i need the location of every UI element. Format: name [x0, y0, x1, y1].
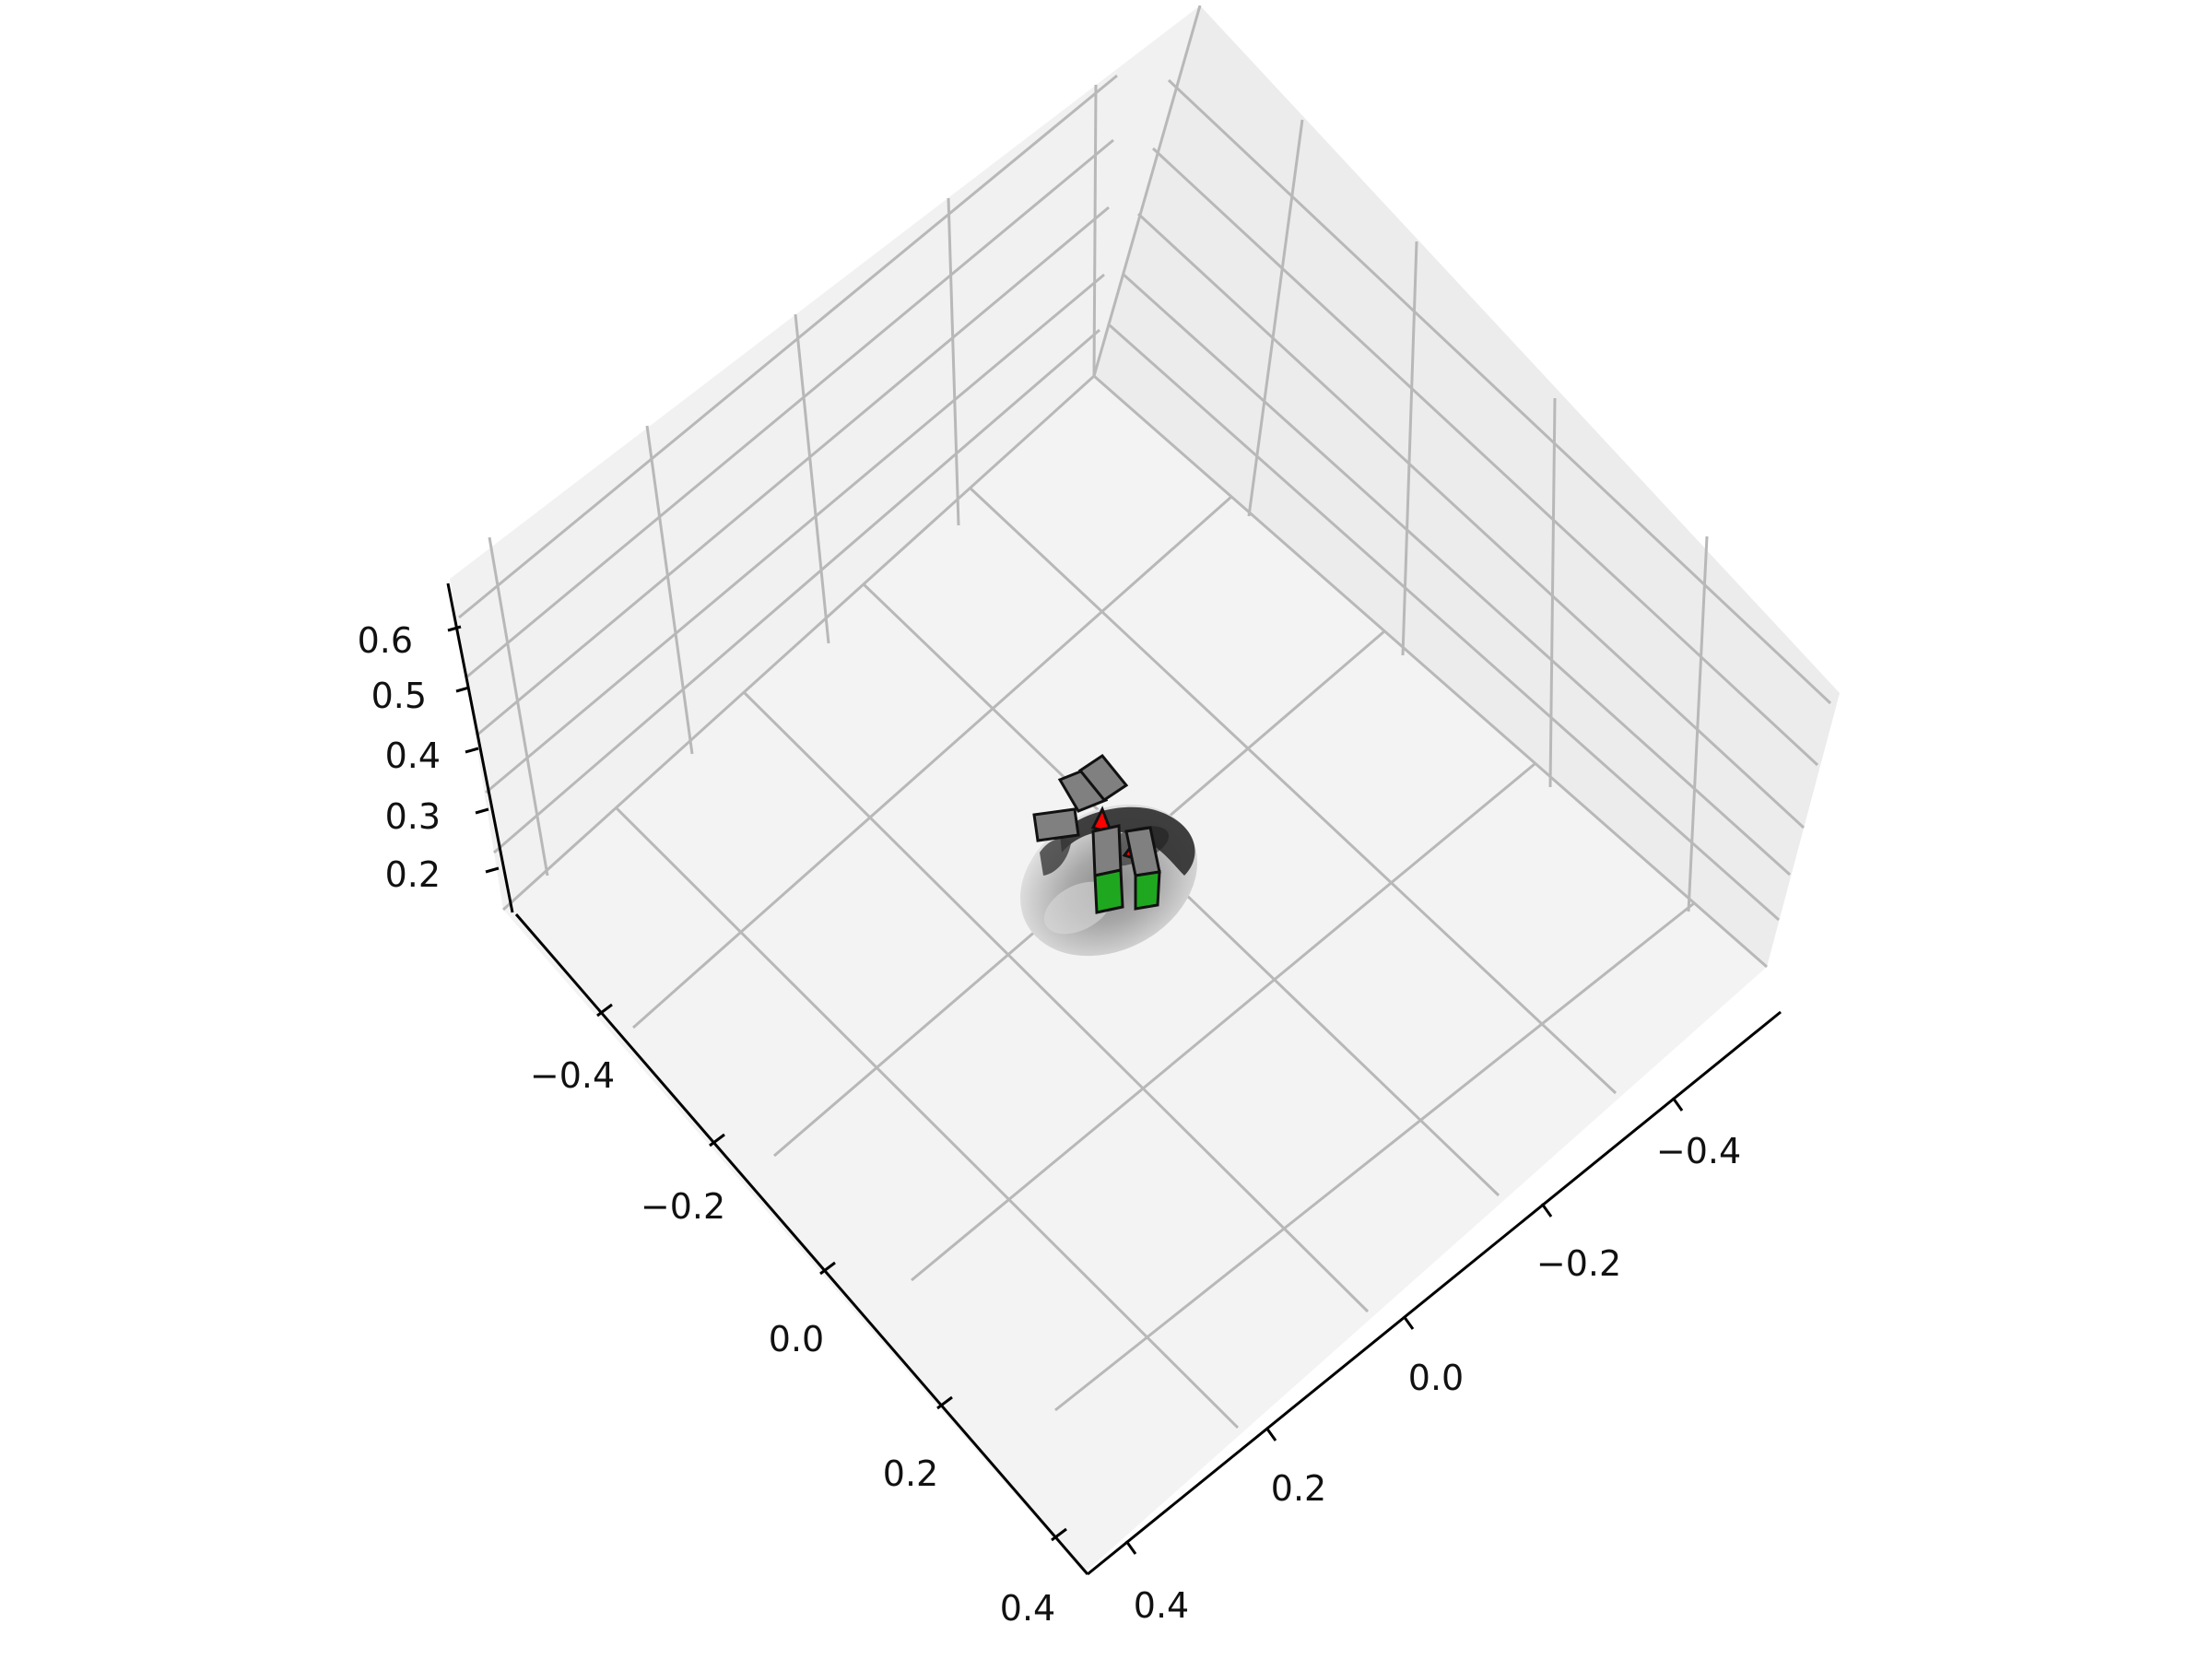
x-tick-labels: −0.4 −0.2 0.0 0.2 0.4: [530, 1055, 1055, 1629]
left-wall-pane: [450, 6, 1200, 910]
y-tick-label: 0.2: [1271, 1468, 1326, 1509]
x-tick-label: −0.2: [641, 1186, 725, 1227]
y-tick-label: 0.4: [1134, 1585, 1189, 1626]
target-block-2: [1134, 870, 1161, 911]
x-axis-line: [514, 913, 1089, 1575]
x-tick-label: 0.4: [1000, 1588, 1055, 1629]
x-tick-label: 0.0: [769, 1319, 824, 1359]
grid-lines: [458, 5, 1832, 1430]
z-axis-line: [446, 582, 514, 913]
floor-pane: [503, 376, 1767, 1573]
y-tick-labels: −0.4 −0.2 0.0 0.2 0.4: [1134, 1131, 1741, 1626]
panes: [450, 6, 1840, 1573]
target-block-1: [1093, 868, 1124, 914]
x-tick-label: −0.4: [530, 1055, 615, 1096]
y-tick-label: −0.2: [1536, 1243, 1621, 1284]
z-tick-label: 0.5: [371, 676, 427, 716]
z-tick-label: 0.3: [385, 796, 441, 837]
y-tick-label: −0.4: [1656, 1131, 1741, 1171]
gripper-block-3: [1032, 807, 1080, 842]
axis-lines: [446, 582, 1782, 1576]
z-tick-label: 0.4: [385, 735, 441, 776]
gripper-block-4: [1091, 824, 1123, 877]
right-wall-pane: [1094, 6, 1840, 967]
tick-marks: [447, 625, 1684, 1555]
disc-dark-left: [1040, 838, 1071, 876]
y-axis-line: [1087, 1010, 1782, 1576]
scene-objects: [1032, 753, 1161, 914]
z-tick-labels: 0.2 0.3 0.4 0.5 0.6: [358, 620, 441, 895]
x-tick-label: 0.2: [883, 1453, 938, 1494]
z-tick-label: 0.2: [385, 854, 441, 895]
y-tick-label: 0.0: [1408, 1358, 1464, 1398]
gripper-block-2: [1077, 753, 1129, 803]
z-tick-label: 0.6: [358, 620, 413, 661]
